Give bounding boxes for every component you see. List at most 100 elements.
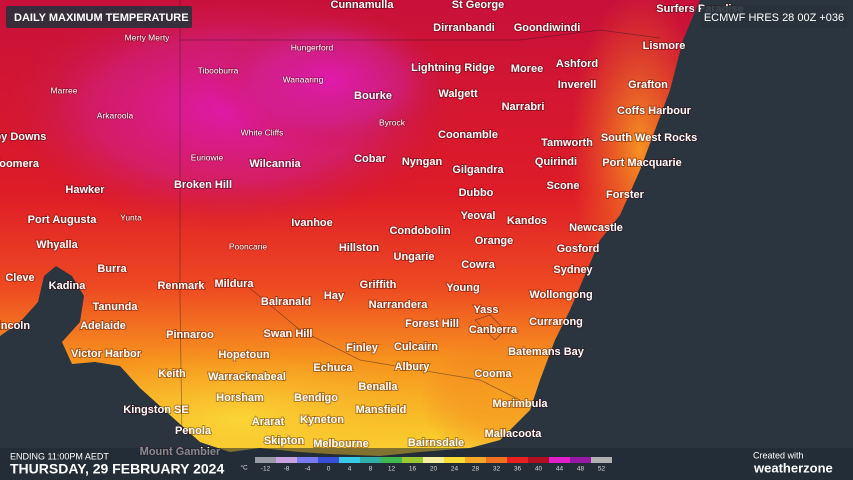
legend-tick-label: 44 bbox=[556, 466, 564, 473]
place-label-minor: Arkaroola bbox=[97, 110, 134, 120]
legend-tick-label: 28 bbox=[472, 466, 480, 473]
legend-swatch bbox=[465, 457, 486, 463]
place-label: Finley bbox=[346, 342, 379, 354]
place-label: Inverell bbox=[558, 79, 597, 91]
place-label: Cunnamulla bbox=[331, 0, 395, 11]
legend: -12 -8 -4 0 4 8 12 16 20 24 28 32 36 40 44 48 52 bbox=[255, 457, 612, 473]
place-label: Albury bbox=[395, 361, 431, 373]
place-label: Coonamble bbox=[438, 129, 498, 141]
place-label: Kyneton bbox=[300, 414, 344, 426]
place-label: Griffith bbox=[360, 279, 397, 291]
legend-tick-label: 16 bbox=[409, 466, 417, 473]
legend-swatch bbox=[318, 457, 339, 463]
place-label: Coffs Harbour bbox=[617, 105, 692, 117]
place-label: Port Lincoln bbox=[0, 320, 30, 332]
place-label: Broken Hill bbox=[174, 179, 232, 191]
place-label: Forster bbox=[606, 189, 645, 201]
place-label: Lismore bbox=[643, 40, 686, 52]
legend-tick-label: 20 bbox=[430, 466, 438, 473]
place-label: Cooma bbox=[474, 368, 512, 380]
legend-swatch bbox=[549, 457, 570, 463]
footer-bar bbox=[0, 448, 853, 480]
place-label: Nyngan bbox=[402, 156, 443, 168]
place-label: Bendigo bbox=[294, 392, 338, 404]
place-label: Quirindi bbox=[535, 156, 577, 168]
place-label: Hawker bbox=[65, 184, 105, 196]
place-label: Dirranbandi bbox=[433, 22, 495, 34]
place-label: Young bbox=[446, 282, 479, 294]
legend-tick-label: 8 bbox=[369, 466, 373, 473]
legend-swatch bbox=[570, 457, 591, 463]
legend-tick-label: 36 bbox=[514, 466, 522, 473]
place-label: Gosford bbox=[557, 243, 600, 255]
place-label: Victor Harbor bbox=[71, 348, 142, 360]
legend-unit: °C bbox=[240, 464, 248, 472]
place-label: Adelaide bbox=[80, 320, 126, 332]
place-label: Ararat bbox=[252, 416, 285, 428]
place-label-minor: Byrock bbox=[379, 117, 406, 127]
legend-tick-label: 24 bbox=[451, 466, 459, 473]
place-label: Renmark bbox=[157, 280, 205, 292]
legend-swatch bbox=[339, 457, 360, 463]
place-label: Kingston SE bbox=[123, 404, 188, 416]
place-label-minor: Merty Merty bbox=[125, 32, 171, 42]
place-label: Mansfield bbox=[356, 404, 407, 416]
legend-swatch bbox=[360, 457, 381, 463]
place-label-minor: Marree bbox=[51, 85, 78, 95]
place-label: Cowra bbox=[461, 259, 496, 271]
place-label: Condobolin bbox=[389, 225, 450, 237]
place-label: Newcastle bbox=[569, 222, 623, 234]
state-borders bbox=[179, 0, 661, 441]
place-label: Grafton bbox=[628, 79, 668, 91]
place-label: Batemans Bay bbox=[508, 346, 585, 358]
place-label: Sydney bbox=[553, 264, 593, 276]
legend-tick-label: 32 bbox=[493, 466, 501, 473]
model-run: ECMWF HRES 28 00Z +036 bbox=[704, 12, 844, 24]
place-label: Scone bbox=[546, 180, 579, 192]
credit: Created with bbox=[753, 450, 804, 460]
place-label: Culcairn bbox=[394, 341, 438, 353]
place-label: St George bbox=[452, 0, 505, 11]
place-label: Orange bbox=[475, 235, 514, 247]
place-label: Dubbo bbox=[459, 187, 494, 199]
place-label: Mildura bbox=[214, 278, 254, 290]
place-label: Kadina bbox=[49, 280, 87, 292]
legend-swatch bbox=[297, 457, 318, 463]
legend-swatch bbox=[402, 457, 423, 463]
place-label-minor: Tibooburra bbox=[198, 65, 239, 75]
model-box bbox=[701, 6, 847, 28]
place-label: Tanunda bbox=[92, 301, 138, 313]
legend-tick-label: -8 bbox=[284, 466, 290, 473]
place-label: Canberra bbox=[469, 324, 518, 336]
place-label: Yeoval bbox=[461, 210, 496, 222]
place-label: Horsham bbox=[216, 392, 264, 404]
place-label: Narrandera bbox=[369, 299, 429, 311]
legend-tick-label: -4 bbox=[305, 466, 311, 473]
legend-tick-label: 48 bbox=[577, 466, 585, 473]
place-label: Hopetoun bbox=[218, 349, 270, 361]
legend-swatch bbox=[486, 457, 507, 463]
place-label: Penola bbox=[175, 425, 212, 437]
legend-tick-label: 52 bbox=[598, 466, 606, 473]
place-label: Narrabri bbox=[502, 101, 545, 113]
place-label: Melbourne bbox=[313, 438, 369, 450]
place-label-minor: Pooncarie bbox=[229, 241, 268, 251]
legend-swatch bbox=[591, 457, 612, 463]
period: ENDING 11:00PM AEDT bbox=[10, 451, 109, 461]
place-label: Warracknabeal bbox=[208, 371, 286, 383]
place-label: Bairnsdale bbox=[408, 437, 464, 449]
legend-swatch bbox=[528, 457, 549, 463]
legend-swatch bbox=[423, 457, 444, 463]
place-label-minor: Euriowie bbox=[191, 152, 224, 162]
legend-swatch bbox=[255, 457, 276, 463]
place-label: Forest Hill bbox=[405, 318, 459, 330]
place-label: Cobar bbox=[354, 153, 387, 165]
place-label: Ungarie bbox=[394, 251, 435, 263]
place-label-minor: Yunta bbox=[120, 212, 142, 222]
legend-tick-label: 0 bbox=[327, 466, 331, 473]
place-label: Wollongong bbox=[529, 289, 592, 301]
place-label: Tamworth bbox=[541, 137, 593, 149]
place-label: Swan Hill bbox=[264, 328, 313, 340]
